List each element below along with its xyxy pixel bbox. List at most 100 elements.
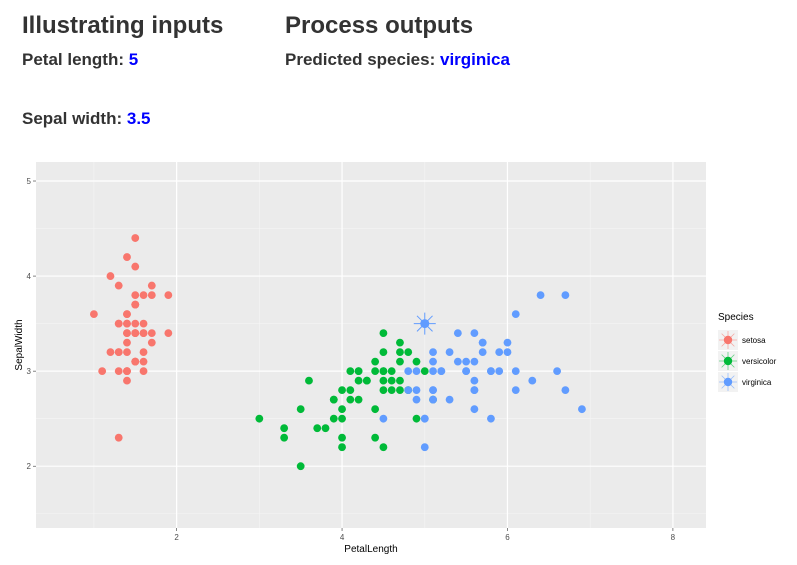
point-versicolor bbox=[396, 357, 404, 366]
point-virginica bbox=[495, 367, 504, 376]
point-virginica bbox=[437, 367, 446, 376]
point-virginica bbox=[379, 414, 388, 423]
point-virginica bbox=[536, 291, 545, 299]
point-setosa bbox=[123, 329, 131, 338]
petal-length-readout: Petal length: 5 bbox=[22, 50, 138, 70]
point-versicolor bbox=[346, 367, 355, 376]
inputs-panel: Illustrating inputs Petal length: 5 Sepa… bbox=[22, 12, 224, 128]
y-tick-label: 2 bbox=[27, 462, 32, 471]
legend-label-virginica: virginica bbox=[742, 378, 772, 387]
legend-key-setosa bbox=[723, 335, 733, 345]
point-versicolor bbox=[338, 414, 346, 423]
point-versicolor bbox=[420, 367, 429, 376]
x-axis-title: PetalLength bbox=[344, 544, 397, 555]
point-virginica bbox=[412, 395, 421, 404]
point-virginica bbox=[470, 329, 479, 338]
point-virginica bbox=[487, 367, 495, 376]
point-setosa bbox=[98, 367, 107, 376]
predicted-species-label: Predicted species: bbox=[285, 50, 436, 69]
point-setosa bbox=[164, 329, 173, 338]
point-setosa bbox=[164, 291, 173, 299]
point-virginica bbox=[470, 376, 479, 385]
point-virginica bbox=[429, 367, 437, 376]
point-setosa bbox=[139, 319, 148, 328]
y-tick-label: 5 bbox=[27, 177, 32, 186]
point-setosa bbox=[114, 348, 123, 357]
point-setosa bbox=[147, 329, 156, 338]
legend-title: Species bbox=[718, 312, 754, 323]
legend-key-versicolor bbox=[723, 356, 733, 366]
point-virginica bbox=[420, 443, 429, 452]
x-tick-label: 4 bbox=[340, 533, 345, 542]
point-versicolor bbox=[379, 329, 388, 338]
point-versicolor bbox=[313, 424, 322, 433]
inputs-title: Illustrating inputs bbox=[22, 12, 224, 39]
point-versicolor bbox=[338, 433, 346, 442]
point-virginica bbox=[429, 357, 437, 366]
point-setosa bbox=[131, 329, 140, 338]
outputs-title: Process outputs bbox=[285, 12, 474, 39]
point-setosa bbox=[123, 319, 131, 328]
petal-length-value: 5 bbox=[128, 50, 139, 69]
point-virginica bbox=[553, 367, 562, 376]
point-versicolor bbox=[354, 395, 363, 404]
point-virginica bbox=[462, 367, 471, 376]
point-virginica bbox=[404, 386, 413, 395]
point-setosa bbox=[147, 291, 156, 299]
point-setosa bbox=[139, 367, 148, 376]
petal-length-label: Petal length: bbox=[22, 50, 125, 69]
point-virginica bbox=[470, 386, 479, 395]
point-versicolor bbox=[396, 386, 404, 395]
outputs-panel: Process outputs Predicted species: virgi… bbox=[285, 12, 510, 69]
point-versicolor bbox=[362, 376, 371, 385]
scatter-plot[interactable]: 2 4 6 8 2 3 4 5 PetalLength SepalWidth Species seto… bbox=[0, 150, 797, 565]
point-versicolor bbox=[371, 367, 380, 376]
point-versicolor bbox=[387, 386, 396, 395]
point-virginica bbox=[511, 310, 520, 319]
point-setosa bbox=[131, 262, 140, 271]
point-virginica bbox=[511, 386, 520, 395]
point-virginica bbox=[470, 357, 479, 366]
x-tick-label: 2 bbox=[174, 533, 179, 542]
point-setosa bbox=[131, 291, 140, 299]
point-virginica bbox=[503, 348, 512, 357]
point-versicolor bbox=[396, 338, 404, 347]
point-virginica bbox=[470, 405, 479, 414]
point-versicolor bbox=[379, 376, 388, 385]
predicted-species-value: virginica bbox=[439, 50, 510, 69]
sepal-width-value: 3.5 bbox=[126, 109, 151, 128]
legend-key-virginica bbox=[723, 377, 733, 387]
sepal-width-readout: Sepal width: 3.5 bbox=[22, 109, 151, 129]
point-setosa bbox=[90, 310, 98, 319]
point-setosa bbox=[131, 319, 140, 328]
point-versicolor bbox=[346, 395, 355, 404]
point-setosa bbox=[139, 329, 148, 338]
x-tick-label: 6 bbox=[505, 533, 510, 542]
point-virginica bbox=[453, 329, 462, 338]
point-versicolor bbox=[280, 433, 289, 442]
point-versicolor bbox=[396, 348, 404, 357]
sepal-width-label: Sepal width: bbox=[22, 109, 123, 128]
point-versicolor bbox=[379, 386, 388, 395]
point-versicolor bbox=[412, 414, 421, 423]
point-virginica bbox=[528, 376, 537, 385]
point-versicolor bbox=[338, 443, 346, 452]
point-virginica bbox=[429, 395, 437, 404]
point-versicolor bbox=[338, 405, 346, 414]
point-virginica bbox=[412, 367, 421, 376]
highlight-point bbox=[420, 319, 430, 329]
point-versicolor bbox=[255, 414, 264, 423]
point-versicolor bbox=[371, 433, 380, 442]
point-versicolor bbox=[404, 348, 413, 357]
point-virginica bbox=[478, 338, 487, 347]
point-setosa bbox=[114, 319, 123, 328]
point-versicolor bbox=[329, 414, 338, 423]
point-setosa bbox=[114, 433, 123, 442]
prediction-readout: Predicted species: virginica bbox=[285, 50, 510, 70]
legend-label-versicolor: versicolor bbox=[742, 357, 777, 366]
point-setosa bbox=[123, 310, 131, 319]
point-versicolor bbox=[338, 386, 346, 395]
point-virginica bbox=[503, 338, 512, 347]
x-tick-label: 8 bbox=[671, 533, 676, 542]
point-virginica bbox=[511, 367, 520, 376]
